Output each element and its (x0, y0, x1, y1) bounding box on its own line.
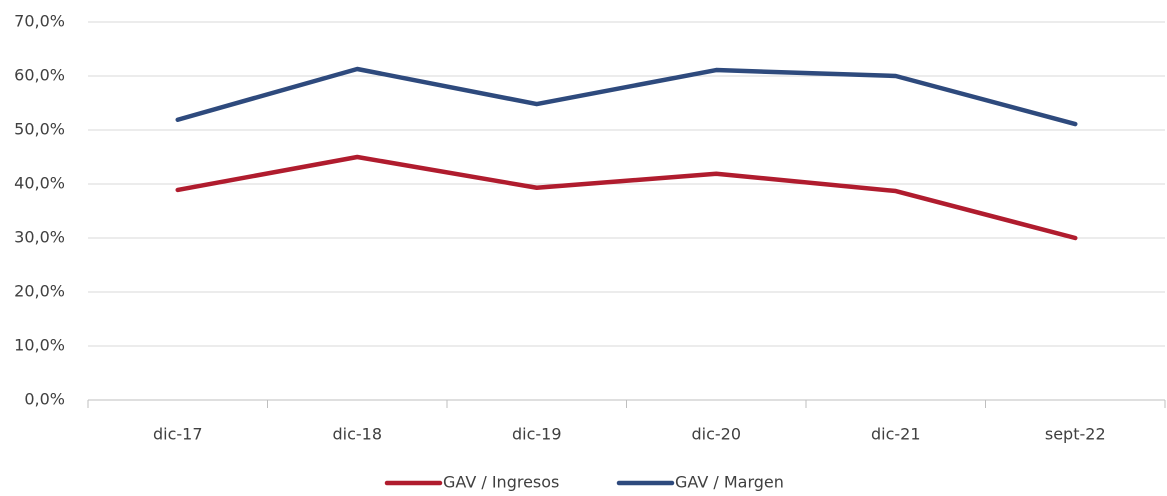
x-tick-label: dic-17 (153, 425, 203, 444)
x-tick-label: dic-18 (332, 425, 382, 444)
x-tick-label: sept-22 (1045, 425, 1106, 444)
legend-label: GAV / Margen (675, 473, 784, 492)
y-tick-label: 30,0% (14, 228, 65, 247)
y-tick-label: 40,0% (14, 174, 65, 193)
x-tick-label: dic-21 (871, 425, 921, 444)
y-tick-label: 50,0% (14, 120, 65, 139)
y-tick-label: 0,0% (24, 390, 65, 409)
x-tick-label: dic-19 (512, 425, 562, 444)
x-tick-label: dic-20 (691, 425, 741, 444)
y-tick-label: 60,0% (14, 66, 65, 85)
line-series (175, 154, 1078, 241)
line-series (175, 66, 1078, 127)
legend-label: GAV / Ingresos (443, 473, 559, 492)
y-tick-label: 20,0% (14, 282, 65, 301)
y-tick-label: 10,0% (14, 336, 65, 355)
y-tick-label: 70,0% (14, 12, 65, 31)
